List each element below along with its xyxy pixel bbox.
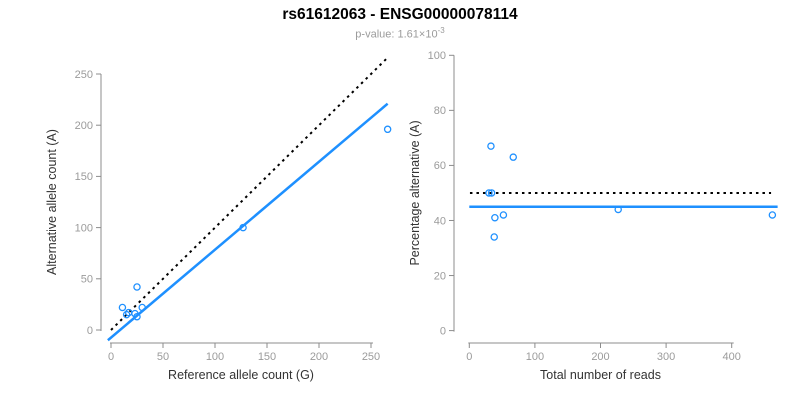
right-x-tick-label: 0	[466, 351, 472, 363]
right-data-point	[487, 189, 496, 197]
pvalue-text: p-value: 1.61×10	[355, 28, 438, 41]
right-y-tick-label: 0	[440, 325, 446, 337]
right-x-axis-title: Total number of reads	[540, 368, 661, 382]
left-x-tick-label: 50	[157, 351, 169, 363]
right-x-tick-label: 200	[591, 351, 609, 363]
right-data-point	[491, 213, 499, 222]
left-data-point	[239, 223, 247, 232]
left-y-tick-label: 50	[81, 274, 93, 286]
figure-subtitle: p-value: 1.61×10-3	[0, 26, 800, 41]
left-y-tick-label: 250	[75, 69, 93, 81]
left-data-point	[383, 125, 392, 134]
right-data-point	[487, 142, 495, 150]
left-x-tick-label: 200	[310, 351, 328, 363]
left-y-tick-label: 200	[75, 120, 93, 132]
left-x-tick-label: 250	[362, 351, 380, 363]
figure-title: rs61612063 - ENSG00000078114	[282, 6, 518, 23]
right-y-tick-label: 80	[434, 105, 446, 117]
left-x-tick-label: 100	[206, 351, 224, 363]
right-data-point	[614, 205, 622, 214]
right-data-point	[490, 233, 498, 241]
right-x-tick-label: 300	[657, 351, 675, 363]
right-data-point	[485, 189, 493, 197]
right-data-point	[509, 153, 518, 161]
fit-line	[107, 102, 389, 342]
right-data-point	[499, 211, 508, 219]
right-y-tick-label: 20	[434, 270, 446, 282]
left-data-point	[118, 303, 127, 312]
left-x-axis-title: Reference allele count (G)	[168, 368, 314, 382]
right-y-tick-label: 100	[428, 50, 446, 62]
right-y-tick-label: 40	[434, 215, 446, 227]
left-data-point	[138, 303, 146, 312]
right-data-point	[768, 211, 777, 219]
left-x-tick-label: 0	[108, 351, 114, 363]
left-data-point	[122, 310, 131, 319]
left-y-tick-label: 150	[75, 171, 93, 183]
left-y-tick-label: 100	[75, 222, 93, 234]
left-data-point	[133, 312, 141, 321]
left-y-tick-label: 0	[87, 325, 93, 337]
left-y-axis-title: Alternative allele count (A)	[45, 129, 59, 275]
right-x-tick-label: 100	[526, 351, 544, 363]
right-x-tick-label: 400	[723, 351, 741, 363]
right-y-axis-title: Percentage alternative (A)	[408, 120, 422, 265]
pvalue-exponent: -3	[437, 26, 445, 35]
left-x-tick-label: 150	[258, 351, 276, 363]
right-y-tick-label: 60	[434, 160, 446, 172]
identity-line	[110, 55, 390, 331]
left-data-point	[133, 283, 141, 291]
